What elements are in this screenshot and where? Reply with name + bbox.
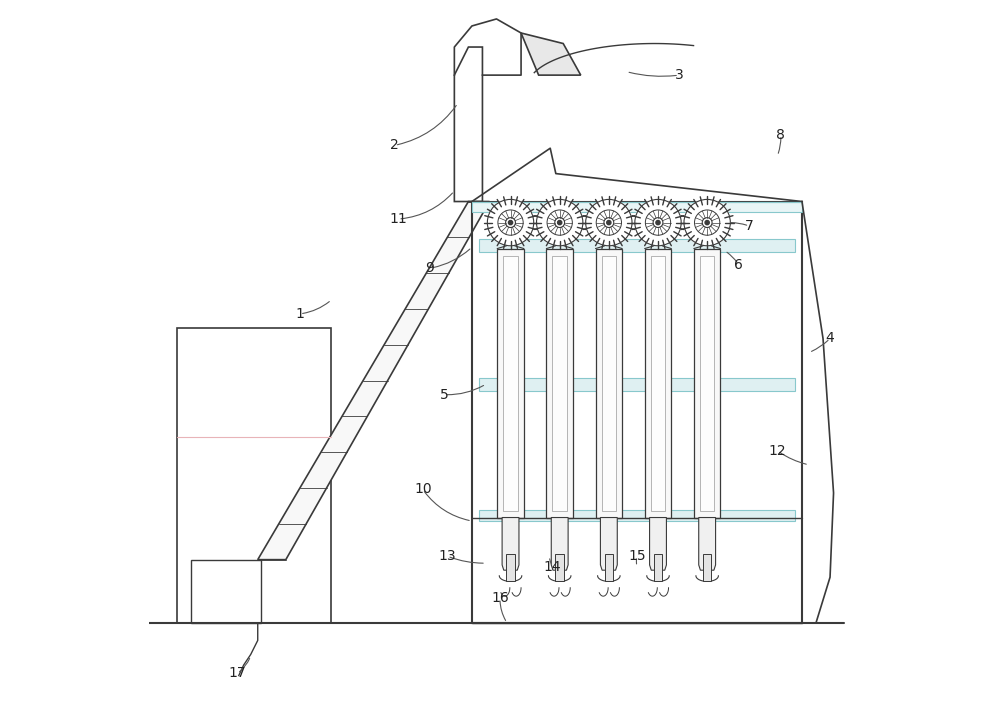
Text: 12: 12 (769, 444, 786, 458)
Polygon shape (600, 517, 617, 570)
Bar (503, 256, 518, 510)
Text: 13: 13 (439, 549, 456, 563)
Text: 10: 10 (414, 482, 432, 496)
Text: 2: 2 (390, 138, 399, 152)
Bar (497, 249, 524, 517)
Bar (546, 249, 573, 517)
Bar (177, 328, 331, 623)
Bar (479, 510, 795, 521)
Bar (602, 256, 616, 510)
Text: 14: 14 (544, 560, 561, 574)
Bar (694, 249, 720, 517)
Bar (703, 554, 711, 581)
Circle shape (508, 221, 513, 225)
Text: 11: 11 (389, 212, 407, 226)
Bar (472, 202, 802, 623)
Text: 8: 8 (776, 128, 785, 142)
Bar (645, 249, 671, 517)
Text: 4: 4 (826, 331, 834, 345)
Text: 16: 16 (491, 591, 509, 606)
Bar (596, 249, 622, 517)
Polygon shape (521, 33, 581, 75)
Polygon shape (258, 202, 489, 560)
Circle shape (607, 221, 611, 225)
Circle shape (656, 221, 660, 225)
Text: 7: 7 (745, 219, 754, 233)
Text: 6: 6 (734, 258, 743, 271)
Text: 1: 1 (295, 307, 304, 321)
Polygon shape (699, 517, 716, 570)
Polygon shape (650, 517, 666, 570)
Bar (654, 554, 662, 581)
Circle shape (635, 200, 681, 246)
Polygon shape (502, 517, 519, 570)
Bar (506, 554, 515, 581)
Circle shape (537, 200, 583, 246)
Circle shape (684, 200, 730, 246)
Circle shape (586, 200, 632, 246)
Text: 17: 17 (229, 666, 246, 680)
Circle shape (705, 221, 709, 225)
Text: 15: 15 (628, 549, 646, 563)
Circle shape (487, 200, 534, 246)
Bar (555, 554, 564, 581)
Bar (191, 560, 261, 623)
Bar (651, 256, 665, 510)
Bar (605, 554, 613, 581)
Bar (552, 256, 567, 510)
Text: 5: 5 (439, 388, 448, 402)
Circle shape (558, 221, 562, 225)
Bar (700, 256, 714, 510)
Polygon shape (551, 517, 568, 570)
Text: 3: 3 (675, 68, 683, 82)
Bar (479, 240, 795, 252)
Bar (472, 202, 802, 212)
Bar (479, 379, 795, 391)
Text: 9: 9 (425, 262, 434, 275)
